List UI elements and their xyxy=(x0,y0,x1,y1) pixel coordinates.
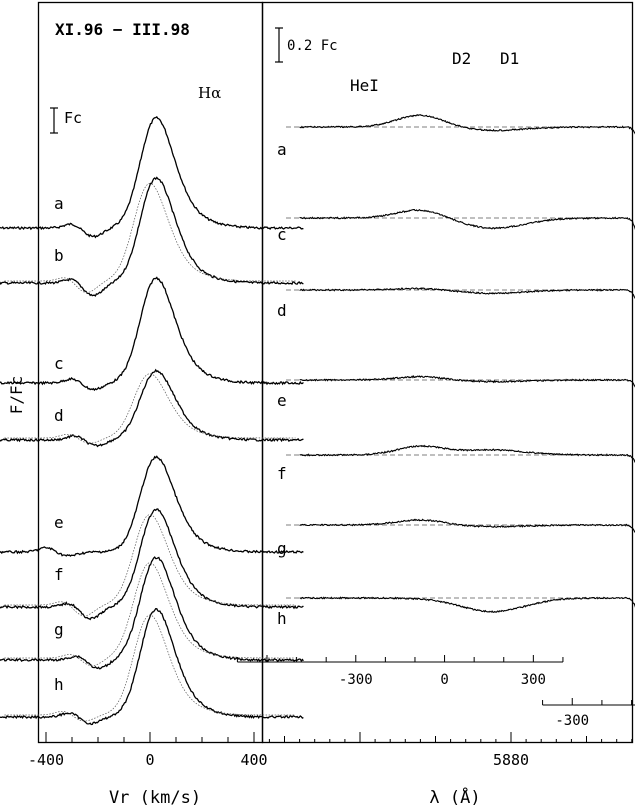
halpha-label: Hα xyxy=(198,84,221,102)
halpha-comparison-f xyxy=(4,514,296,617)
left-panel-title: XI.96 − III.98 xyxy=(55,20,190,39)
right-panel-frame xyxy=(261,1,634,744)
right-curves xyxy=(286,114,635,613)
left-x-tick-label: 0 xyxy=(145,751,154,769)
halpha-comparison-b xyxy=(4,183,296,293)
halpha-profile-h xyxy=(0,608,304,726)
spectrum-c xyxy=(299,209,635,230)
hei-label: HeI xyxy=(350,76,379,95)
spectrum-series-label-f: f xyxy=(277,464,287,483)
spectrum-a xyxy=(299,114,635,135)
halpha-series-label-g: g xyxy=(54,620,64,639)
right-series-labels: a c d e f g h xyxy=(277,140,287,628)
halpha-series-label-h: h xyxy=(54,675,64,694)
left-x-axis: -400 0 400 xyxy=(28,732,268,769)
d2-label: D2 xyxy=(452,49,471,68)
spectrum-g xyxy=(299,518,635,534)
spectrum-series-label-e: e xyxy=(277,391,287,410)
spectrum-series-label-c: c xyxy=(277,225,287,244)
halpha-comparison-d xyxy=(4,373,296,444)
left-curves xyxy=(0,115,304,726)
halpha-profile-b xyxy=(0,176,304,297)
halpha-profile-f xyxy=(0,508,304,621)
spectrum-series-label-g: g xyxy=(277,539,287,558)
velocity-scale-label: -300 xyxy=(555,713,589,729)
velocity-scale-label: 0 xyxy=(440,672,448,688)
spectrum-d xyxy=(299,287,635,300)
y-axis-title: F/Fc xyxy=(7,376,26,415)
spectrum-series-label-h: h xyxy=(277,609,287,628)
halpha-profile-c xyxy=(0,276,304,392)
left-x-tick-label: -400 xyxy=(28,751,64,769)
halpha-comparison-g xyxy=(4,562,296,667)
halpha-profile-a xyxy=(0,115,304,239)
velocity-scale-label: 300 xyxy=(521,672,546,688)
left-x-axis-title: Vr (km/s) xyxy=(109,788,201,808)
right-x-axis: 58805900 xyxy=(268,732,633,769)
spectrum-h xyxy=(299,596,635,613)
right-scale-bar-label: 0.2 Fc xyxy=(287,38,338,54)
halpha-series-label-a: a xyxy=(54,194,64,213)
spectrum-series-label-a: a xyxy=(277,140,287,159)
left-scale-bar-label: Fc xyxy=(64,109,82,127)
halpha-series-label-b: b xyxy=(54,246,64,265)
halpha-profile-d xyxy=(0,368,304,448)
spectrum-e xyxy=(299,374,635,388)
halpha-series-label-e: e xyxy=(54,513,64,532)
velocity-scale-label: -300 xyxy=(339,672,373,688)
d1-label: D1 xyxy=(500,49,519,68)
halpha-profile-e xyxy=(0,455,304,557)
halpha-comparison-h xyxy=(4,614,296,722)
right-x-tick-label: 5880 xyxy=(493,751,529,769)
left-x-tick-label: 400 xyxy=(240,751,267,769)
halpha-series-label-d: d xyxy=(54,406,64,425)
spectrum-f xyxy=(299,444,635,463)
left-series-labels: a b c d e f g h xyxy=(54,194,64,694)
spectrum-series-label-d: d xyxy=(277,301,287,320)
halpha-series-label-c: c xyxy=(54,354,64,373)
halpha-profile-g xyxy=(0,556,304,670)
right-x-axis-title: λ (Å) xyxy=(429,786,480,808)
halpha-series-label-f: f xyxy=(54,565,64,584)
